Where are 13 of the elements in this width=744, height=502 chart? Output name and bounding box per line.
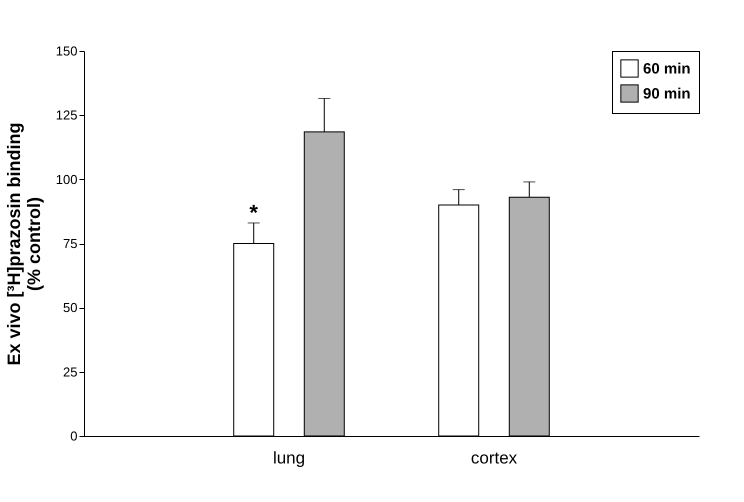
y-tick-label: 125 bbox=[56, 108, 78, 123]
y-tick-label: 150 bbox=[56, 44, 78, 58]
y-tick-label: 25 bbox=[63, 364, 78, 380]
x-tick-label: lung bbox=[272, 448, 306, 468]
y-axis-title: Ex vivo [³H]prazosin binding (% control) bbox=[4, 122, 44, 366]
y-tick-label: 0 bbox=[70, 428, 78, 444]
y-tick-label: 50 bbox=[63, 300, 78, 316]
y-tick-label: 75 bbox=[63, 236, 78, 251]
y-tick-label: 100 bbox=[56, 172, 78, 187]
legend-label: 90 min bbox=[643, 86, 691, 102]
x-tick-label: cortex bbox=[470, 448, 518, 468]
annotation: * bbox=[249, 200, 258, 225]
legend-label: 60 min bbox=[643, 60, 691, 78]
